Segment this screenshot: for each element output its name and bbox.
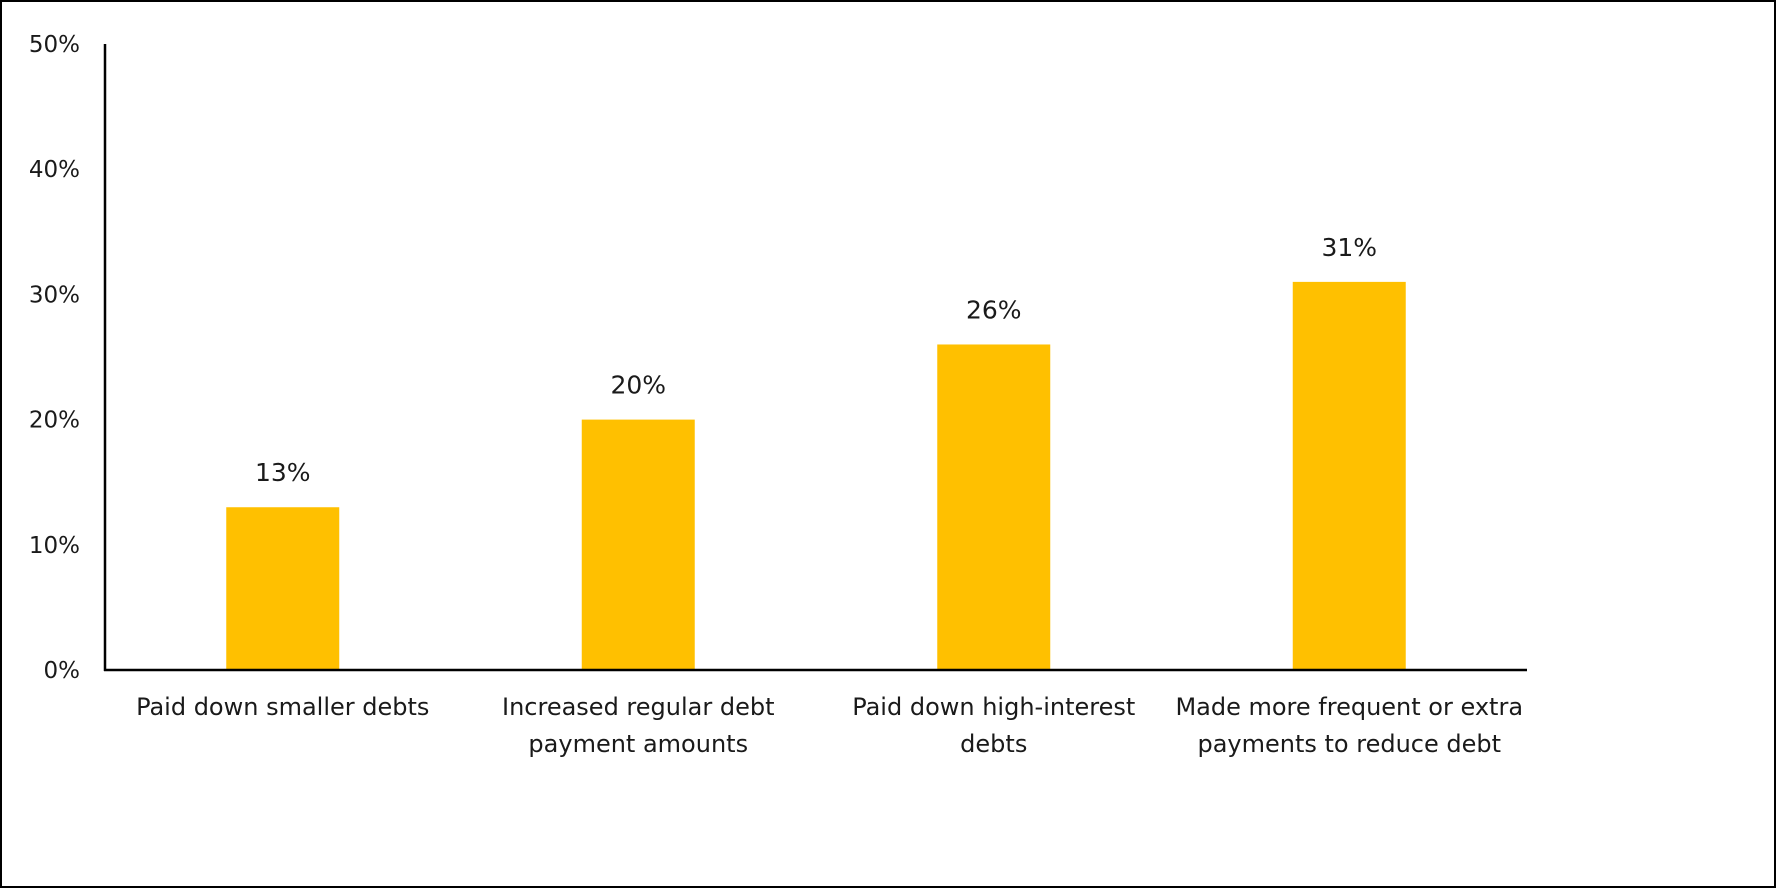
- data-label: 31%: [1321, 233, 1377, 262]
- category-labels: Paid down smaller debts Increased regular…: [136, 693, 1523, 758]
- y-tick-label: 0%: [44, 658, 81, 684]
- bar: [937, 344, 1051, 670]
- category-label: Increased regular debt: [502, 693, 775, 721]
- category-label: Paid down smaller debts: [136, 693, 429, 721]
- category-label: payments to reduce debt: [1197, 730, 1501, 758]
- y-tick-label: 40%: [29, 157, 80, 183]
- bar: [226, 507, 340, 670]
- category-label: debts: [960, 730, 1027, 758]
- data-label: 26%: [966, 295, 1022, 324]
- category-label: Made more frequent or extra: [1175, 693, 1523, 721]
- y-tick-label: 50%: [29, 32, 80, 58]
- data-label: 20%: [610, 371, 666, 400]
- data-label: 13%: [255, 458, 311, 487]
- y-tick-label: 10%: [29, 533, 80, 559]
- bar: [1292, 281, 1406, 670]
- y-tick-label: 30%: [29, 282, 80, 308]
- axes: [103, 44, 1527, 672]
- y-tick-label: 20%: [29, 408, 80, 434]
- bars: [226, 281, 1406, 670]
- category-label: payment amounts: [528, 730, 748, 758]
- data-labels: 13% 20% 26% 31%: [255, 233, 1377, 487]
- y-axis-ticks: 0% 10% 20% 30% 40% 50%: [29, 32, 80, 684]
- category-label: Paid down high-interest: [852, 693, 1135, 721]
- bar: [581, 419, 695, 670]
